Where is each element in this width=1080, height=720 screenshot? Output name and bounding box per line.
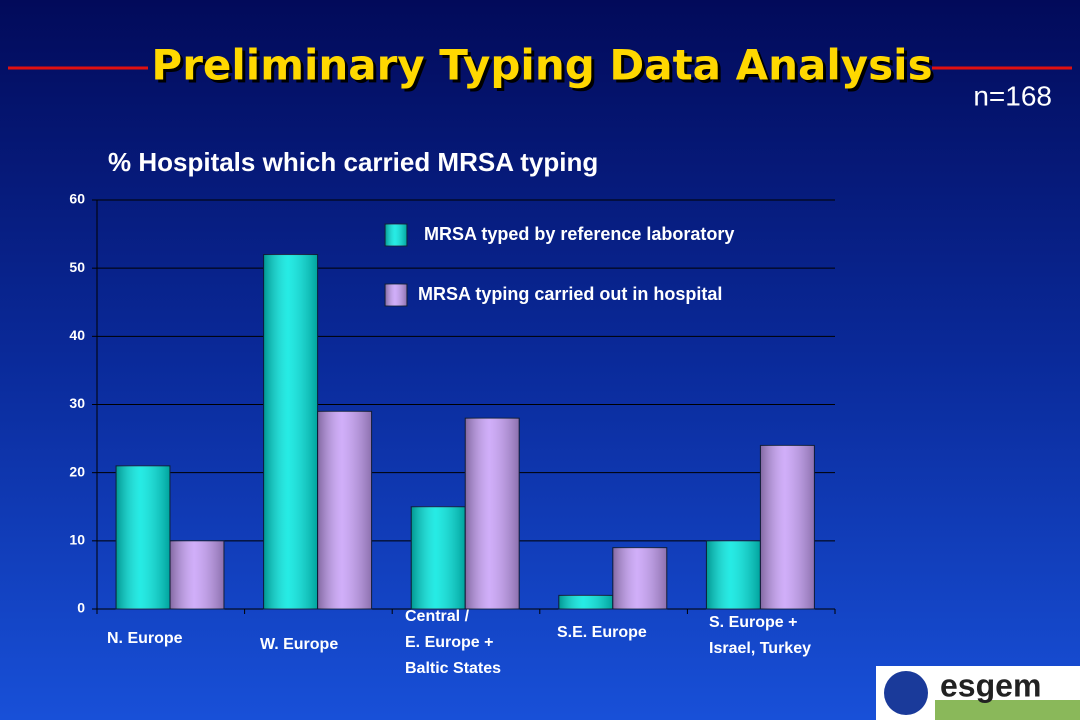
chart-title: Preliminary Typing Data Analysis (151, 41, 932, 90)
bar-shade (558, 595, 613, 609)
x-tick-label: S.E. Europe (557, 624, 647, 641)
annotation: n=168 (973, 80, 1052, 111)
bar-shade (116, 465, 170, 609)
legend-label: MRSA typing carried out in hospital (418, 284, 722, 304)
x-tick-label: N. Europe (107, 630, 183, 647)
legend-label: MRSA typed by reference laboratory (424, 224, 734, 244)
y-tick-label: 40 (69, 327, 85, 343)
x-tick-label: Central / E. Europe + Baltic States (405, 608, 502, 677)
y-tick-label: 30 (69, 395, 85, 411)
x-tick-label: S. Europe + Israel, Turkey (709, 614, 811, 657)
y-tick-label: 0 (77, 600, 85, 616)
y-tick-label: 20 (69, 463, 85, 479)
bar-shade (706, 540, 761, 609)
logo-globe (884, 671, 928, 715)
bar-shade (465, 418, 520, 609)
logo-band (935, 700, 1080, 720)
bar-shade (760, 445, 815, 609)
y-tick-label: 50 (69, 259, 85, 275)
bar-shade (612, 547, 667, 609)
legend-swatch-shade (385, 284, 407, 306)
subtitle: % Hospitals which carried MRSA typing (108, 147, 598, 177)
bar-shade (411, 506, 466, 609)
bar-shade (317, 411, 372, 609)
legend-swatch-shade (385, 224, 407, 246)
y-tick-label: 60 (69, 191, 85, 207)
bar-shade (263, 254, 318, 610)
x-tick-label: W. Europe (260, 636, 339, 653)
logo-text: esgem (940, 667, 1041, 703)
title-shadow: Preliminary Typing Data Analysis (154, 44, 935, 93)
y-tick-label: 10 (69, 532, 85, 548)
bar-shade (170, 540, 224, 609)
